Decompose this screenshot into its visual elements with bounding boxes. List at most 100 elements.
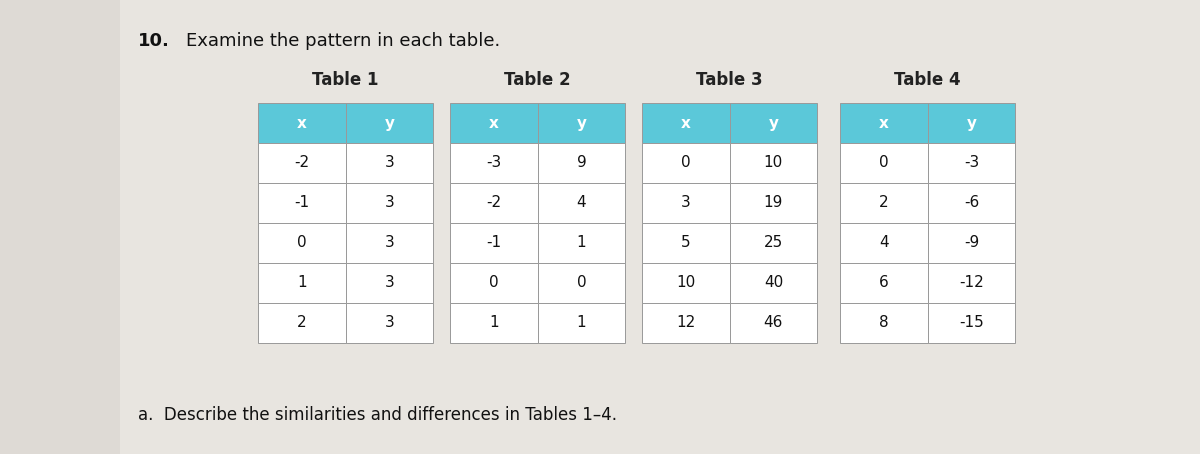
Text: x: x xyxy=(680,115,691,131)
Bar xyxy=(346,183,433,223)
Bar xyxy=(450,183,538,223)
Text: 2: 2 xyxy=(296,315,307,331)
Text: Table 1: Table 1 xyxy=(312,70,379,89)
Bar xyxy=(538,143,625,183)
Text: 3: 3 xyxy=(384,275,395,291)
Bar xyxy=(928,223,1015,263)
Text: 3: 3 xyxy=(680,195,691,211)
Bar xyxy=(450,223,538,263)
Bar xyxy=(840,303,928,343)
Bar xyxy=(346,223,433,263)
Text: 8: 8 xyxy=(878,315,889,331)
Text: -15: -15 xyxy=(959,315,984,331)
Text: 1: 1 xyxy=(488,315,499,331)
Text: Table 4: Table 4 xyxy=(894,70,961,89)
Text: Examine the pattern in each table.: Examine the pattern in each table. xyxy=(186,32,500,50)
Bar xyxy=(538,183,625,223)
Bar xyxy=(258,263,346,303)
Text: Table 2: Table 2 xyxy=(504,70,571,89)
Text: 5: 5 xyxy=(680,235,691,251)
Text: 3: 3 xyxy=(384,235,395,251)
Text: -1: -1 xyxy=(294,195,310,211)
Bar xyxy=(730,263,817,303)
Text: 0: 0 xyxy=(296,235,307,251)
Bar xyxy=(928,143,1015,183)
Text: 25: 25 xyxy=(763,235,784,251)
Text: 3: 3 xyxy=(384,195,395,211)
Bar xyxy=(450,143,538,183)
Bar xyxy=(346,103,433,143)
Bar xyxy=(450,103,538,143)
Text: 1: 1 xyxy=(576,235,587,251)
Text: 12: 12 xyxy=(676,315,696,331)
Bar xyxy=(840,103,928,143)
Bar xyxy=(450,303,538,343)
Text: 6: 6 xyxy=(878,275,889,291)
Bar xyxy=(642,303,730,343)
Bar xyxy=(928,303,1015,343)
Text: 3: 3 xyxy=(384,315,395,331)
Text: 3: 3 xyxy=(384,155,395,171)
Text: Table 3: Table 3 xyxy=(696,70,763,89)
Text: 4: 4 xyxy=(576,195,587,211)
Bar xyxy=(642,143,730,183)
Bar xyxy=(346,303,433,343)
Bar xyxy=(928,263,1015,303)
Bar xyxy=(730,303,817,343)
Bar xyxy=(258,183,346,223)
Bar xyxy=(642,263,730,303)
Text: 10.: 10. xyxy=(138,32,170,50)
Text: 46: 46 xyxy=(763,315,784,331)
Text: 0: 0 xyxy=(680,155,691,171)
Text: -2: -2 xyxy=(294,155,310,171)
Text: y: y xyxy=(576,115,587,131)
Text: x: x xyxy=(878,115,889,131)
Text: -3: -3 xyxy=(486,155,502,171)
Text: -1: -1 xyxy=(486,235,502,251)
Bar xyxy=(538,263,625,303)
Text: 1: 1 xyxy=(576,315,587,331)
Bar xyxy=(730,223,817,263)
Text: 2: 2 xyxy=(878,195,889,211)
Text: -9: -9 xyxy=(964,235,979,251)
Bar xyxy=(642,223,730,263)
Bar xyxy=(642,103,730,143)
Bar xyxy=(730,183,817,223)
Text: x: x xyxy=(296,115,307,131)
Bar xyxy=(258,103,346,143)
Bar xyxy=(840,183,928,223)
Text: -6: -6 xyxy=(964,195,979,211)
Bar xyxy=(538,103,625,143)
Bar xyxy=(450,263,538,303)
Text: 40: 40 xyxy=(763,275,784,291)
Text: 9: 9 xyxy=(576,155,587,171)
Bar xyxy=(346,263,433,303)
Bar xyxy=(928,103,1015,143)
Text: 1: 1 xyxy=(296,275,307,291)
Bar xyxy=(840,143,928,183)
Text: 19: 19 xyxy=(763,195,784,211)
Text: y: y xyxy=(384,115,395,131)
Bar xyxy=(840,223,928,263)
Bar xyxy=(730,103,817,143)
Text: 10: 10 xyxy=(676,275,696,291)
Bar xyxy=(730,143,817,183)
Text: a.  Describe the similarities and differences in Tables 1–4.: a. Describe the similarities and differe… xyxy=(138,406,617,424)
Text: x: x xyxy=(488,115,499,131)
Bar xyxy=(346,143,433,183)
Bar xyxy=(840,263,928,303)
Bar xyxy=(642,183,730,223)
Text: 10: 10 xyxy=(763,155,784,171)
Text: -3: -3 xyxy=(964,155,979,171)
Text: 0: 0 xyxy=(488,275,499,291)
Text: 0: 0 xyxy=(576,275,587,291)
Text: 0: 0 xyxy=(878,155,889,171)
Bar xyxy=(538,303,625,343)
Bar xyxy=(258,223,346,263)
Bar xyxy=(538,223,625,263)
Text: 4: 4 xyxy=(878,235,889,251)
Bar xyxy=(928,183,1015,223)
Bar xyxy=(258,143,346,183)
Text: -12: -12 xyxy=(959,275,984,291)
Text: y: y xyxy=(768,115,779,131)
